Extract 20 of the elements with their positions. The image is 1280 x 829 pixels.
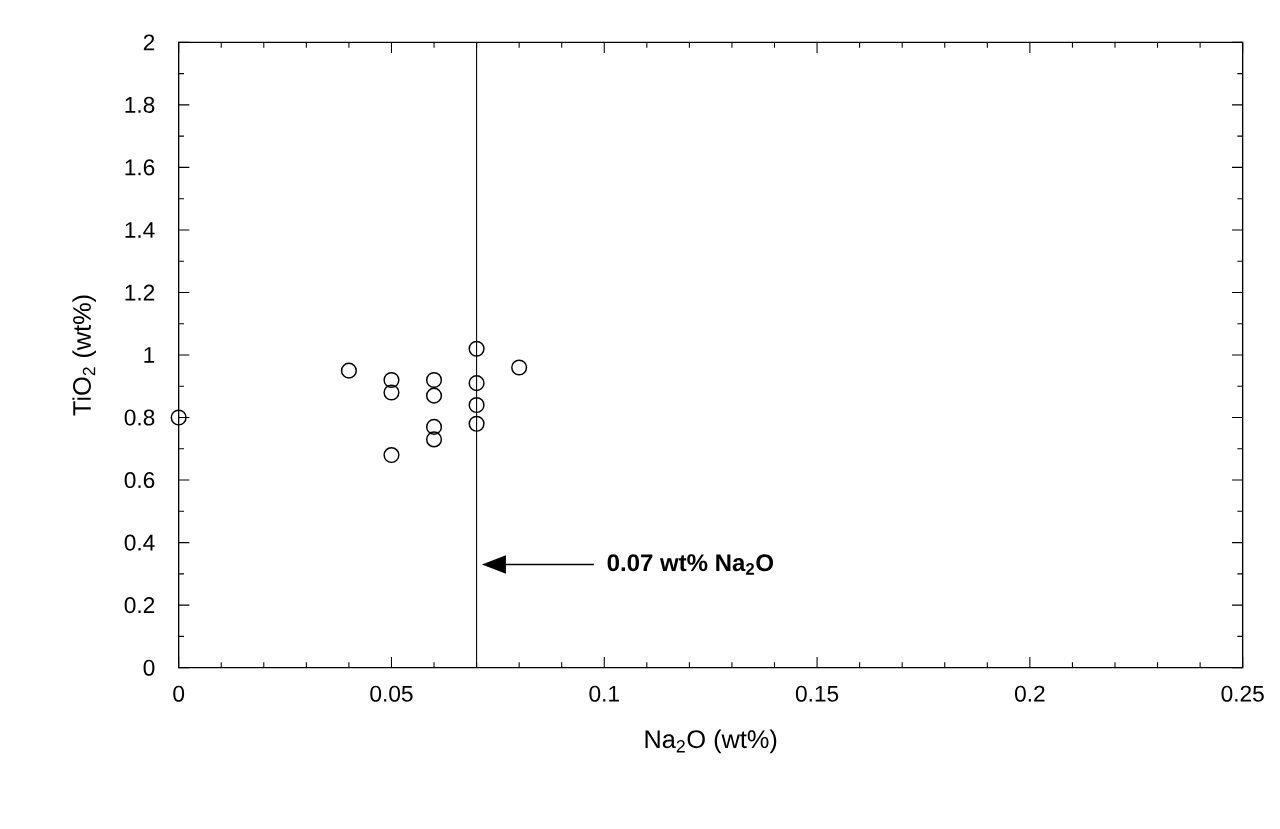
x-tick-label: 0 — [173, 685, 185, 702]
y-tick-label: 0.8 — [124, 409, 155, 426]
x-tick-label: 0.2 — [1015, 685, 1045, 702]
y-tick-label: 1.2 — [125, 284, 155, 301]
y-tick-label: 1.4 — [125, 222, 155, 238]
y-tick-label: 1.8 — [125, 96, 155, 113]
x-tick-label: 0.1 — [589, 685, 619, 702]
x-tick-label: 0.05 — [370, 685, 413, 702]
x-axis-title: Na$_{2}$O (wt%) — [645, 729, 777, 754]
y-tick-label: 2 — [143, 34, 155, 51]
ref-line-label: 0.07 wt% Na$_{2}$O — [607, 554, 774, 575]
x-tick-label: 0.15 — [795, 685, 839, 702]
y-tick-label: 1.6 — [125, 159, 155, 176]
y-tick-label: 0.4 — [124, 534, 155, 551]
y-tick-label: 0.6 — [124, 472, 155, 489]
y-axis-title: TiO$_{2}$ (wt%) — [72, 295, 96, 416]
y-tick-label: 1 — [144, 347, 155, 363]
x-tick-label: 0.25 — [1221, 685, 1264, 702]
y-tick-label: 0.2 — [124, 597, 155, 614]
y-tick-label: 0 — [143, 659, 155, 676]
